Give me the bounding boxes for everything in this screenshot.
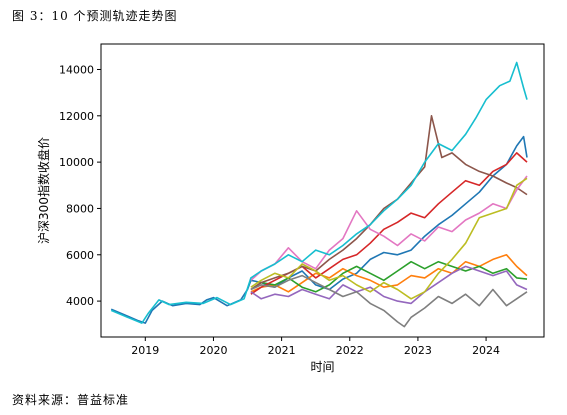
y-tick-label: 14000 [59, 63, 94, 76]
y-tick-label: 8000 [66, 202, 94, 215]
series-line-10 [110, 61, 528, 324]
x-tick-label: 2024 [472, 344, 500, 357]
series-line-3 [250, 260, 528, 293]
series-layer [110, 61, 528, 328]
series-line-5 [250, 265, 528, 305]
series-line-8 [250, 274, 528, 328]
x-tick-label: 2019 [131, 344, 159, 357]
source-note: 资料来源：普益标准 [12, 393, 130, 407]
y-tick-label: 4000 [66, 295, 94, 308]
x-axis-label: 时间 [310, 360, 334, 374]
y-tick-label: 10000 [59, 156, 94, 169]
y-tick-label: 12000 [59, 110, 94, 123]
y-axis: 4000 6000 8000 10000 12000 14000 [59, 63, 101, 308]
x-tick-label: 2021 [268, 344, 296, 357]
x-tick-label: 2020 [199, 344, 227, 357]
series-line-7 [250, 175, 528, 281]
x-tick-label: 2023 [404, 344, 432, 357]
series-line-1 [110, 135, 528, 324]
y-tick-label: 6000 [66, 249, 94, 262]
series-line-9 [250, 177, 528, 300]
x-tick-label: 2022 [336, 344, 364, 357]
plot-frame [100, 43, 545, 338]
figure-title: 图 3：10 个预测轨迹走势图 [12, 9, 178, 23]
x-axis: 2019 2020 2021 2022 2023 2024 [131, 337, 500, 357]
y-axis-label: 沪深300指数收盘价 [36, 137, 51, 244]
